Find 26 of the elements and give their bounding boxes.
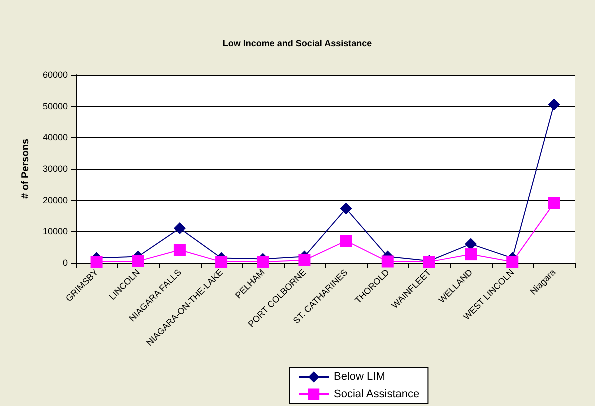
y-tick-label: 40000 <box>42 132 68 143</box>
y-tick-label: 50000 <box>42 101 68 112</box>
y-tick-label: 60000 <box>42 70 68 80</box>
point <box>340 235 352 248</box>
legend-label: Social Assistance <box>334 388 420 400</box>
legend-label: Below LIM <box>334 371 386 384</box>
point <box>382 256 394 268</box>
y-tick-label: 10000 <box>42 226 68 237</box>
y-tick-label: 20000 <box>42 195 68 206</box>
point <box>174 244 186 256</box>
point <box>465 238 478 250</box>
point <box>548 197 560 210</box>
point <box>216 256 228 268</box>
point <box>90 256 103 268</box>
y-axis-title: # of Persons <box>20 138 32 200</box>
point <box>340 202 352 215</box>
point <box>174 222 186 235</box>
y-tick-label: 30000 <box>42 164 68 174</box>
point <box>132 255 144 268</box>
chart-title: Low Income and Social Assistance <box>222 38 372 48</box>
y-tick-label: 0 <box>62 258 68 268</box>
point <box>298 254 311 266</box>
point <box>257 256 270 268</box>
point <box>506 256 519 268</box>
point <box>548 98 560 111</box>
point <box>465 248 478 261</box>
